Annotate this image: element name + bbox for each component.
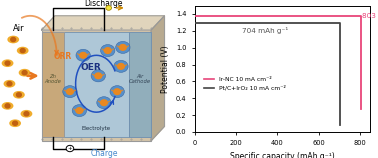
Text: 704 mAh g⁻¹: 704 mAh g⁻¹ [242,27,288,34]
Text: +: + [68,146,72,151]
Circle shape [119,45,126,50]
Circle shape [67,89,73,94]
Circle shape [97,97,111,109]
Text: Charge: Charge [90,149,118,158]
FancyBboxPatch shape [64,32,129,137]
Circle shape [5,61,10,65]
Ellipse shape [4,81,15,87]
Circle shape [116,41,130,53]
Ellipse shape [14,92,24,98]
Circle shape [106,6,112,10]
FancyBboxPatch shape [42,32,64,137]
Text: Electrolyte: Electrolyte [82,126,111,131]
FancyBboxPatch shape [129,32,151,137]
Circle shape [17,93,21,97]
Circle shape [114,60,128,72]
Text: Discharge: Discharge [85,0,123,8]
Circle shape [20,49,25,53]
Text: OER: OER [81,64,101,72]
Y-axis label: Potential (V): Potential (V) [161,45,170,93]
Ellipse shape [2,103,13,109]
Circle shape [24,112,29,116]
Ellipse shape [8,36,19,43]
FancyBboxPatch shape [42,30,151,141]
Circle shape [7,82,12,86]
Circle shape [76,108,83,113]
Circle shape [104,48,111,53]
Text: ORR: ORR [53,52,71,61]
Ellipse shape [17,47,28,54]
Circle shape [80,52,87,58]
Circle shape [22,71,27,75]
Text: 803 mAh g⁻¹: 803 mAh g⁻¹ [363,12,378,19]
Circle shape [95,73,102,79]
Circle shape [5,104,10,108]
Circle shape [110,86,124,98]
Circle shape [76,49,90,61]
Circle shape [118,64,124,69]
Circle shape [101,100,107,106]
Circle shape [12,121,17,125]
Text: Air
Cathode: Air Cathode [129,74,151,84]
Polygon shape [151,16,164,141]
Ellipse shape [19,70,30,76]
Legend: Ir-NC 10 mA cm⁻², Pt/C+IrO₂ 10 mA cm⁻²: Ir-NC 10 mA cm⁻², Pt/C+IrO₂ 10 mA cm⁻² [201,75,288,93]
Ellipse shape [2,60,13,66]
Circle shape [66,145,74,152]
Ellipse shape [21,111,32,117]
X-axis label: Specific capacity (mAh g⁻¹): Specific capacity (mAh g⁻¹) [230,152,335,158]
Circle shape [63,86,77,98]
Ellipse shape [10,120,20,126]
Polygon shape [42,16,164,30]
Circle shape [114,89,121,94]
Circle shape [101,45,115,57]
Text: Air: Air [13,24,25,33]
Circle shape [72,105,87,117]
Circle shape [11,37,16,42]
Circle shape [91,70,105,82]
Text: Zn
Anode: Zn Anode [45,74,61,84]
